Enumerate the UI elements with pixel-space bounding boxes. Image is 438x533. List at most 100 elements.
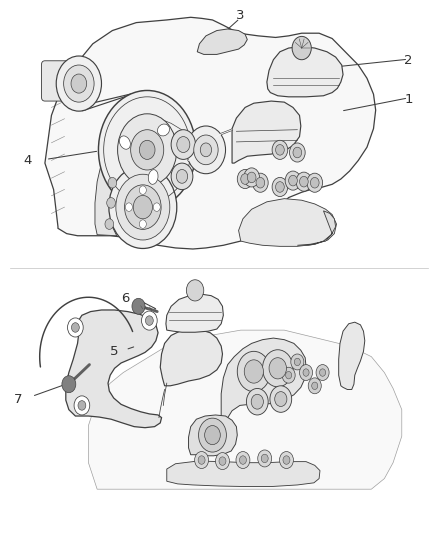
- Ellipse shape: [120, 136, 131, 149]
- Circle shape: [247, 172, 256, 183]
- Circle shape: [244, 168, 259, 187]
- Circle shape: [293, 147, 302, 158]
- Circle shape: [177, 169, 187, 183]
- Circle shape: [117, 114, 177, 186]
- Circle shape: [198, 418, 226, 452]
- Circle shape: [286, 372, 292, 379]
- Circle shape: [316, 365, 329, 381]
- Circle shape: [237, 351, 270, 392]
- Circle shape: [139, 140, 155, 159]
- Circle shape: [251, 394, 263, 409]
- Circle shape: [145, 316, 153, 325]
- Circle shape: [139, 220, 146, 228]
- Circle shape: [256, 177, 265, 188]
- Circle shape: [78, 401, 86, 410]
- Circle shape: [133, 196, 152, 219]
- Circle shape: [177, 136, 190, 152]
- Circle shape: [285, 171, 301, 190]
- Circle shape: [131, 130, 164, 170]
- Circle shape: [290, 143, 305, 162]
- Circle shape: [141, 311, 157, 330]
- Text: 3: 3: [236, 9, 244, 22]
- Polygon shape: [167, 461, 320, 487]
- Polygon shape: [66, 310, 162, 427]
- Polygon shape: [45, 17, 376, 249]
- Circle shape: [253, 173, 268, 192]
- Circle shape: [276, 182, 284, 192]
- Circle shape: [74, 396, 90, 415]
- Text: 1: 1: [404, 93, 413, 106]
- Polygon shape: [95, 138, 119, 236]
- Circle shape: [244, 360, 263, 383]
- Polygon shape: [232, 101, 301, 163]
- Circle shape: [99, 91, 196, 209]
- Circle shape: [62, 376, 76, 393]
- Text: 5: 5: [110, 345, 119, 358]
- Circle shape: [237, 169, 253, 189]
- Circle shape: [171, 130, 195, 159]
- Polygon shape: [166, 294, 223, 332]
- Circle shape: [132, 298, 145, 314]
- Circle shape: [124, 185, 161, 229]
- Circle shape: [205, 425, 220, 445]
- Circle shape: [171, 163, 193, 190]
- Circle shape: [258, 450, 272, 467]
- Polygon shape: [88, 330, 402, 489]
- Text: 2: 2: [404, 54, 413, 67]
- Circle shape: [236, 451, 250, 469]
- Circle shape: [292, 36, 311, 60]
- Circle shape: [312, 382, 318, 390]
- Circle shape: [289, 175, 297, 186]
- Circle shape: [71, 74, 87, 93]
- Circle shape: [272, 177, 288, 197]
- Circle shape: [307, 173, 322, 192]
- FancyBboxPatch shape: [42, 61, 81, 101]
- Circle shape: [240, 456, 247, 464]
- Circle shape: [247, 389, 268, 415]
- Circle shape: [291, 354, 304, 370]
- Circle shape: [198, 456, 205, 464]
- Circle shape: [107, 198, 116, 208]
- Polygon shape: [160, 329, 223, 386]
- Circle shape: [294, 358, 300, 366]
- Circle shape: [275, 392, 287, 407]
- Text: 4: 4: [23, 154, 32, 167]
- Circle shape: [262, 350, 293, 387]
- Circle shape: [186, 126, 226, 174]
- Circle shape: [283, 456, 290, 464]
- Ellipse shape: [158, 124, 170, 136]
- Circle shape: [272, 140, 288, 159]
- Polygon shape: [297, 211, 336, 245]
- Circle shape: [276, 144, 284, 155]
- Circle shape: [56, 56, 102, 111]
- Circle shape: [108, 177, 117, 188]
- Circle shape: [279, 451, 293, 469]
- Circle shape: [215, 453, 230, 470]
- Circle shape: [320, 369, 325, 376]
- Circle shape: [241, 174, 250, 184]
- Circle shape: [105, 219, 114, 229]
- Circle shape: [269, 358, 286, 379]
- Circle shape: [67, 318, 83, 337]
- Circle shape: [139, 186, 146, 195]
- Circle shape: [300, 176, 308, 187]
- Circle shape: [296, 172, 312, 191]
- Circle shape: [109, 166, 177, 248]
- Circle shape: [311, 177, 319, 188]
- Circle shape: [308, 378, 321, 394]
- Polygon shape: [197, 29, 247, 54]
- Circle shape: [303, 369, 309, 376]
- Polygon shape: [221, 338, 306, 425]
- Circle shape: [261, 454, 268, 463]
- Circle shape: [282, 367, 295, 383]
- Circle shape: [200, 143, 212, 157]
- Circle shape: [300, 365, 313, 381]
- Circle shape: [64, 65, 94, 102]
- Polygon shape: [239, 199, 336, 246]
- Circle shape: [71, 322, 79, 332]
- Ellipse shape: [148, 169, 158, 184]
- Circle shape: [194, 135, 218, 165]
- Text: 6: 6: [121, 292, 130, 305]
- Circle shape: [194, 451, 208, 469]
- Circle shape: [116, 174, 170, 240]
